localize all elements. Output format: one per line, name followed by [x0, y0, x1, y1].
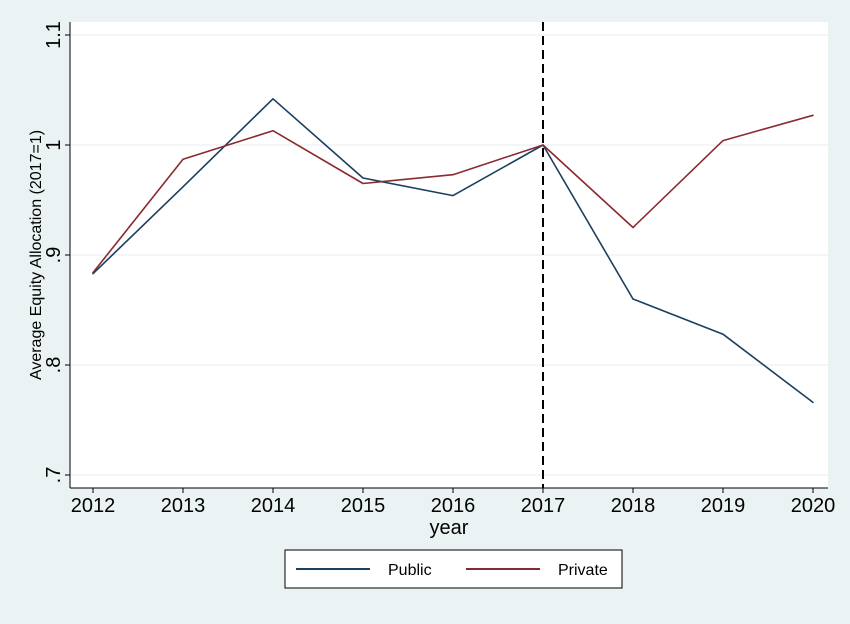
y-tick-label: 1	[43, 139, 65, 150]
y-tick-label: .8	[43, 357, 65, 374]
y-axis-title: Average Equity Allocation (2017=1)	[28, 130, 45, 380]
x-tick-label: 2017	[521, 495, 566, 517]
x-tick-label: 2013	[161, 495, 206, 517]
x-tick-label: 2015	[341, 495, 386, 517]
x-tick-label: 2014	[251, 495, 296, 517]
series-lines	[92, 98, 814, 404]
y-tick-label: .9	[43, 247, 65, 264]
axes: .7 .8 .9 1 1.1 2012 2013 2014 2015 2016 2017 2018 20…	[43, 21, 835, 517]
series-line-public	[92, 98, 814, 404]
grid-lines	[70, 34, 828, 476]
legend-label-private: Private	[558, 562, 608, 579]
x-tick-label: 2012	[71, 495, 116, 517]
y-tick-label: .7	[43, 467, 65, 484]
y-tick-label: 1.1	[43, 21, 65, 49]
x-axis-title: year	[430, 517, 469, 539]
x-tick-label: 2019	[701, 495, 746, 517]
x-tick-label: 2018	[611, 495, 656, 517]
series-line-private	[92, 114, 814, 274]
legend: Public Private	[284, 549, 623, 589]
legend-label-public: Public	[388, 562, 432, 579]
x-tick-label: 2020	[791, 495, 836, 517]
x-tick-label: 2016	[431, 495, 476, 517]
